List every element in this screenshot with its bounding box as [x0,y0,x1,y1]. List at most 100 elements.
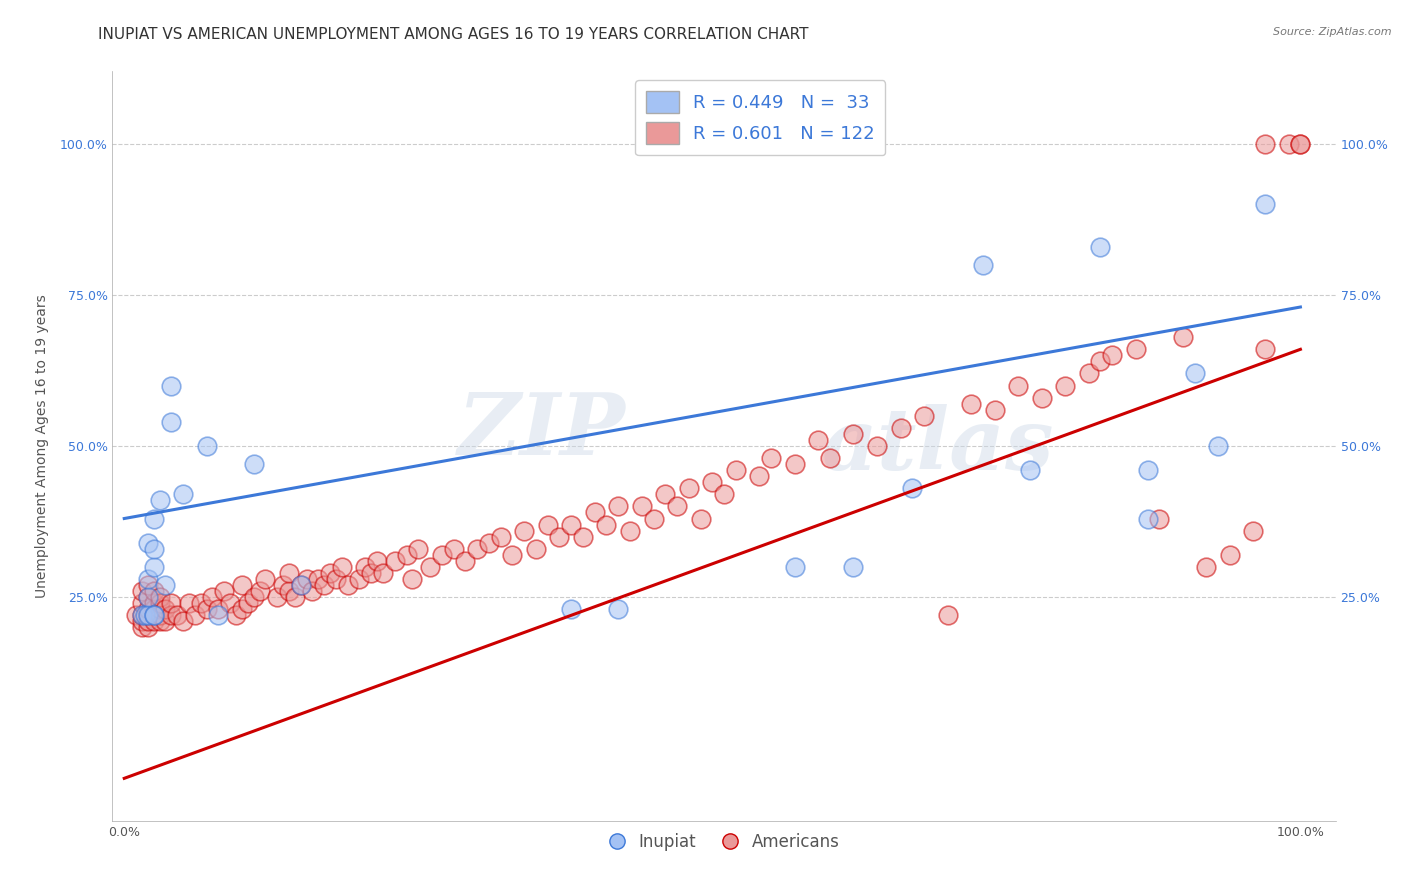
Point [842,559,865,574]
Point [1090,239,1112,253]
Point [619,524,641,538]
Point [842,426,865,441]
Point [489,530,512,544]
Point [630,500,652,514]
Point [160,608,183,623]
Point [501,548,523,562]
Point [136,608,159,623]
Point [401,572,423,586]
Point [136,614,159,628]
Point [134,608,156,623]
Point [454,554,477,568]
Point [889,421,911,435]
Point [142,614,165,628]
Point [807,433,830,447]
Point [131,620,153,634]
Point [277,584,299,599]
Point [242,590,264,604]
Point [142,608,165,623]
Point [465,541,488,556]
Point [155,614,177,628]
Point [1241,524,1264,538]
Text: atlas: atlas [823,404,1054,488]
Point [301,584,323,599]
Point [160,415,183,429]
Point [678,481,700,495]
Point [142,596,165,610]
Point [1018,463,1040,477]
Point [136,535,159,549]
Point [142,511,165,525]
Point [290,578,312,592]
Point [155,602,177,616]
Point [912,409,935,423]
Point [972,258,994,272]
Point [713,487,735,501]
Point [1090,354,1112,368]
Point [295,572,318,586]
Point [560,602,582,616]
Point [131,596,153,610]
Point [1254,343,1277,357]
Point [513,524,536,538]
Point [443,541,465,556]
Point [242,457,264,471]
Point [960,397,983,411]
Point [136,572,159,586]
Point [131,584,153,599]
Point [548,530,571,544]
Point [818,451,841,466]
Point [125,608,148,623]
Point [249,584,271,599]
Point [572,530,595,544]
Point [290,578,312,592]
Point [1289,136,1312,151]
Point [983,402,1005,417]
Point [1254,197,1277,211]
Point [724,463,747,477]
Point [1206,439,1229,453]
Point [537,517,560,532]
Point [666,500,689,514]
Point [142,608,165,623]
Point [643,511,665,525]
Point [1184,367,1206,381]
Point [1149,511,1171,525]
Point [314,578,336,592]
Point [783,457,806,471]
Point [366,554,388,568]
Point [131,608,153,623]
Point [148,596,170,610]
Point [219,596,242,610]
Point [478,535,501,549]
Point [1278,136,1301,151]
Point [307,572,329,586]
Point [212,584,235,599]
Point [155,578,177,592]
Point [524,541,547,556]
Point [131,614,153,628]
Point [225,608,247,623]
Point [148,590,170,604]
Point [148,614,170,628]
Point [560,517,582,532]
Point [607,500,630,514]
Point [395,548,418,562]
Point [1195,559,1218,574]
Point [1289,136,1312,151]
Point [207,608,229,623]
Point [1136,463,1159,477]
Point [160,596,183,610]
Point [360,566,382,580]
Point [1219,548,1241,562]
Legend: Inupiat, Americans: Inupiat, Americans [602,826,846,857]
Point [142,602,165,616]
Point [319,566,342,580]
Point [195,439,218,453]
Point [148,608,170,623]
Point [1101,348,1123,362]
Point [184,608,207,623]
Point [748,469,770,483]
Point [190,596,212,610]
Point [136,608,159,623]
